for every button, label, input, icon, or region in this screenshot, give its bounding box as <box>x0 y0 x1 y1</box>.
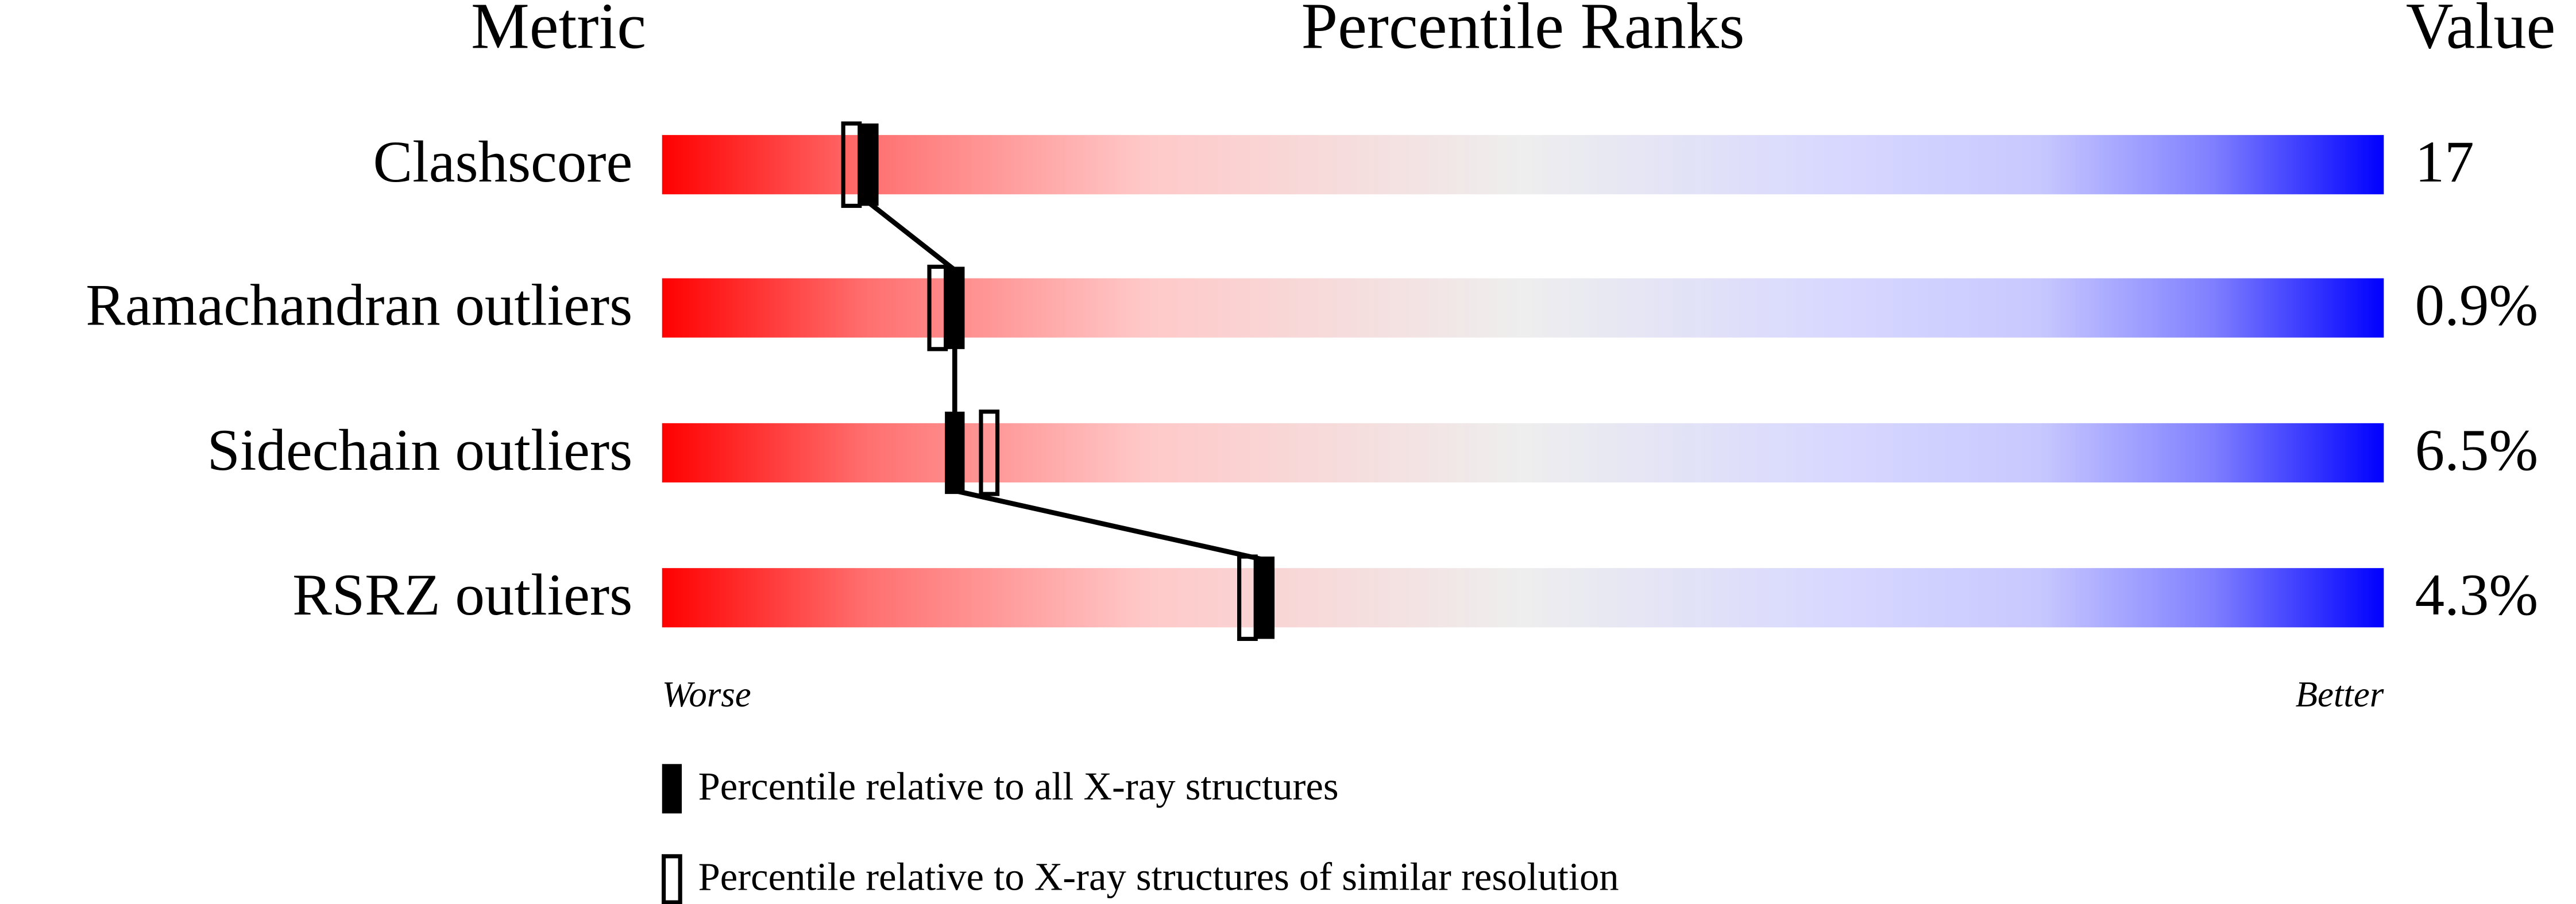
marker-open <box>841 121 862 208</box>
percentile-bar <box>662 278 2384 338</box>
connector <box>867 200 956 272</box>
connector <box>954 488 1265 562</box>
legend-label: Percentile relative to all X-ray structu… <box>698 764 1339 808</box>
metric-label: Sidechain outliers <box>207 418 633 483</box>
percentile-bar <box>662 423 2384 483</box>
marker-open <box>979 409 1000 496</box>
metric-value: 4.3% <box>2415 562 2538 628</box>
header-value: Value <box>2406 0 2555 63</box>
percentile-bar <box>662 135 2384 195</box>
percentile-bar <box>662 568 2384 628</box>
header-metric: Metric <box>471 0 646 63</box>
legend-swatch <box>662 764 682 814</box>
worse-label: Worse <box>662 674 751 714</box>
metric-label: RSRZ outliers <box>292 562 632 628</box>
metric-label: Ramachandran outliers <box>86 272 632 338</box>
metric-value: 17 <box>2415 129 2474 195</box>
marker-open <box>927 264 948 351</box>
marker-open <box>1237 554 1258 641</box>
marker-filled <box>1254 557 1275 639</box>
legend-swatch <box>661 854 682 904</box>
marker-filled <box>945 411 965 495</box>
better-label: Better <box>2296 674 2384 714</box>
chart-title: Percentile Ranks <box>1301 0 1745 63</box>
marker-filled <box>859 123 879 206</box>
marker-filled <box>945 266 965 349</box>
metric-value: 0.9% <box>2415 272 2538 338</box>
legend-label: Percentile relative to X-ray structures … <box>698 855 1619 899</box>
metric-label: Clashscore <box>373 129 632 195</box>
metric-value: 6.5% <box>2415 418 2538 483</box>
